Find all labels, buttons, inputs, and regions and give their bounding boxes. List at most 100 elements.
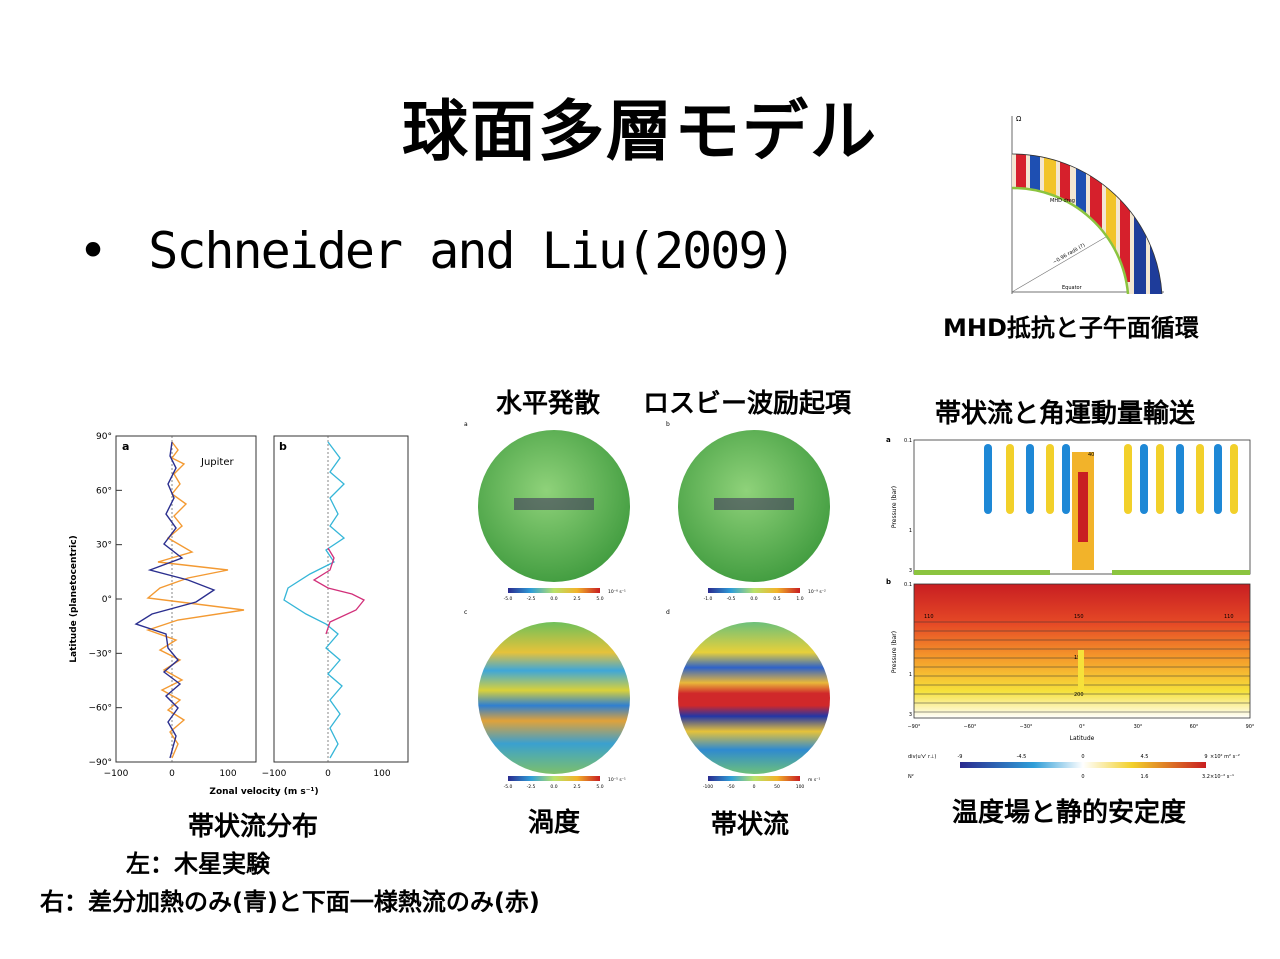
section-pressure-tick: 3	[909, 712, 912, 718]
sphere-vorticity	[478, 622, 630, 774]
sphere-colorbar-tick: 5.0	[596, 596, 603, 602]
section-cb1-tick: 9	[1204, 754, 1207, 760]
profile-jupiter-curve	[145, 441, 245, 759]
section-cb2-tick: 1.6	[1141, 774, 1149, 780]
profile-panel-a: a	[122, 440, 129, 453]
section-cb2-label: N²	[908, 774, 914, 780]
profile-xtick-b: 0	[325, 769, 331, 779]
sphere-colorbar-tick: 0.0	[550, 596, 557, 602]
section-jet-band	[1176, 444, 1184, 514]
caption-zonal-flow: 帯状流	[711, 810, 790, 840]
section-panel-a: a	[886, 436, 891, 444]
section-pressure-tick: 3	[909, 568, 912, 574]
section-cb1-tick: 0	[1081, 754, 1084, 760]
profile-red-run-curve	[312, 547, 366, 635]
sphere-colorbar-unit: 10⁻⁵ s⁻¹	[608, 777, 626, 783]
sphere-label-a: a	[464, 421, 468, 428]
bullet-reference: • Schneider and Liu(2009)	[78, 222, 797, 280]
mhd-equator-label: Equator	[1062, 285, 1083, 291]
section-contour-label: 40	[1088, 452, 1094, 458]
profile-ytick: −90°	[89, 758, 113, 768]
sphere-figure: a b c d -5.0 -2.5 0.0 2.5 5.0 10⁻⁶ s⁻¹ -1.0 -0.…	[462, 418, 880, 794]
mhd-drag-label: MHD drag	[1050, 198, 1075, 204]
section-jet-band	[1124, 444, 1132, 514]
profile-xlabel: Zonal velocity (m s⁻¹)	[209, 787, 318, 797]
section-cb2-tick: 3.2	[1202, 774, 1210, 780]
profile-ytick: 30°	[96, 541, 112, 551]
sphere-colorbar	[508, 776, 600, 781]
sphere-colorbar-unit: 10⁻⁶ s⁻¹	[608, 589, 626, 595]
profile-blue-run-curve	[283, 441, 346, 759]
section-ylabel-b: Pressure (bar)	[891, 631, 898, 673]
caption-vorticity: 渦度	[528, 808, 581, 838]
section-cb1-unit: ×10² m² s⁻²	[1210, 754, 1240, 760]
mhd-radius-label: ~0.96 radii (?)	[1052, 242, 1086, 265]
section-ylabel-a: Pressure (bar)	[891, 486, 898, 528]
section-jet-band	[1026, 444, 1034, 514]
sphere-colorbar-tick: 0.5	[773, 596, 780, 602]
sphere-colorbar-tick: -1.0	[704, 596, 713, 602]
zonal-profile-figure: a b Jupiter 90° 60° 30° 0° −30° −60° −90° −100…	[68, 428, 413, 800]
sphere-colorbar-tick: 0	[753, 784, 756, 790]
section-jet-band	[1214, 444, 1222, 514]
caption-temperature: 温度場と静的安定度	[952, 798, 1187, 828]
section-pressure-tick: 0.1	[904, 582, 912, 588]
section-figure: a b 40 110150110150200 Pressure (bar) Pr…	[884, 432, 1260, 782]
section-cb1-tick: 4.5	[1141, 754, 1149, 760]
sphere-colorbar-tick: 2.5	[573, 596, 580, 602]
sphere-colorbar-tick: -100	[703, 784, 713, 790]
section-cb1-label: div(u'v' r⊥)	[908, 754, 936, 760]
note-left-jupiter: 左：木星実験	[126, 850, 270, 878]
sphere-colorbar	[708, 776, 800, 781]
profile-ytick: 60°	[96, 486, 112, 496]
mhd-meridional-figure: Ω MHD drag ~0.96 radii (?) Equator	[1008, 112, 1166, 294]
profile-ytick: 0°	[102, 595, 112, 605]
sphere-colorbar-tick: 0.0	[750, 596, 757, 602]
sphere-colorbar-tick: 1.0	[796, 596, 803, 602]
profile-legend-jupiter: Jupiter	[200, 457, 234, 468]
sphere-colorbar-tick: 2.5	[573, 784, 580, 790]
section-lat-tick: 90°	[1246, 724, 1255, 730]
sphere-colorbar-unit: 10⁻⁹ s⁻²	[808, 589, 826, 595]
profile-xtick-b: −100	[262, 769, 287, 779]
section-pressure-tick: 0.1	[904, 438, 912, 444]
bullet-dot: •	[78, 222, 108, 280]
sphere-zonal-flow	[678, 622, 830, 774]
mhd-omega-label: Ω	[1016, 115, 1022, 123]
sphere-colorbar-tick: -5.0	[504, 784, 513, 790]
section-contour-label: 150	[1074, 614, 1084, 620]
sphere-colorbar	[508, 588, 600, 593]
profile-ytick: 90°	[96, 432, 112, 442]
caption-profile: 帯状流分布	[188, 812, 319, 842]
section-equatorial-core	[1078, 472, 1088, 542]
profile-model-curve	[134, 441, 216, 759]
bullet-text: Schneider and Liu(2009)	[148, 222, 796, 280]
sphere-colorbar-tick: 50	[774, 784, 780, 790]
section-cb1-tick: -9	[958, 754, 963, 760]
section-cb1-tick: -4.5	[1017, 754, 1027, 760]
sphere-label-c: c	[464, 609, 467, 616]
caption-zonal-am: 帯状流と角運動量輸送	[935, 399, 1196, 429]
section-jet-band	[1156, 444, 1164, 514]
sphere-colorbar-tick: -5.0	[504, 596, 513, 602]
sphere-label-b: b	[666, 421, 670, 428]
section-panel-b: b	[886, 578, 891, 586]
section-xlabel: Latitude	[1070, 735, 1095, 742]
section-contour-label: 110	[924, 614, 934, 620]
section-jet-band	[1046, 444, 1054, 514]
sphere-colorbar-tick: 5.0	[596, 784, 603, 790]
sphere-colorbar-tick: -2.5	[527, 784, 536, 790]
section-cb2-unit: ×10⁻² s⁻¹	[1210, 774, 1234, 780]
section-contour-label: 200	[1074, 692, 1084, 698]
profile-xtick-a: 0	[169, 769, 175, 779]
section-lat-tick: −90°	[907, 724, 921, 730]
sphere-colorbar-tick: -50	[727, 784, 734, 790]
section-lat-tick: −60°	[963, 724, 977, 730]
section-cb1-bar	[960, 762, 1206, 768]
sphere-colorbar-unit: m s⁻¹	[808, 778, 821, 783]
profile-ytick: −60°	[89, 704, 113, 714]
section-contour-label: 110	[1224, 614, 1234, 620]
note-right-runs: 右：差分加熱のみ(青)と下面一様熱流のみ(赤)	[40, 888, 540, 916]
profile-panel-b: b	[279, 440, 287, 453]
sphere-label-d: d	[666, 609, 670, 616]
